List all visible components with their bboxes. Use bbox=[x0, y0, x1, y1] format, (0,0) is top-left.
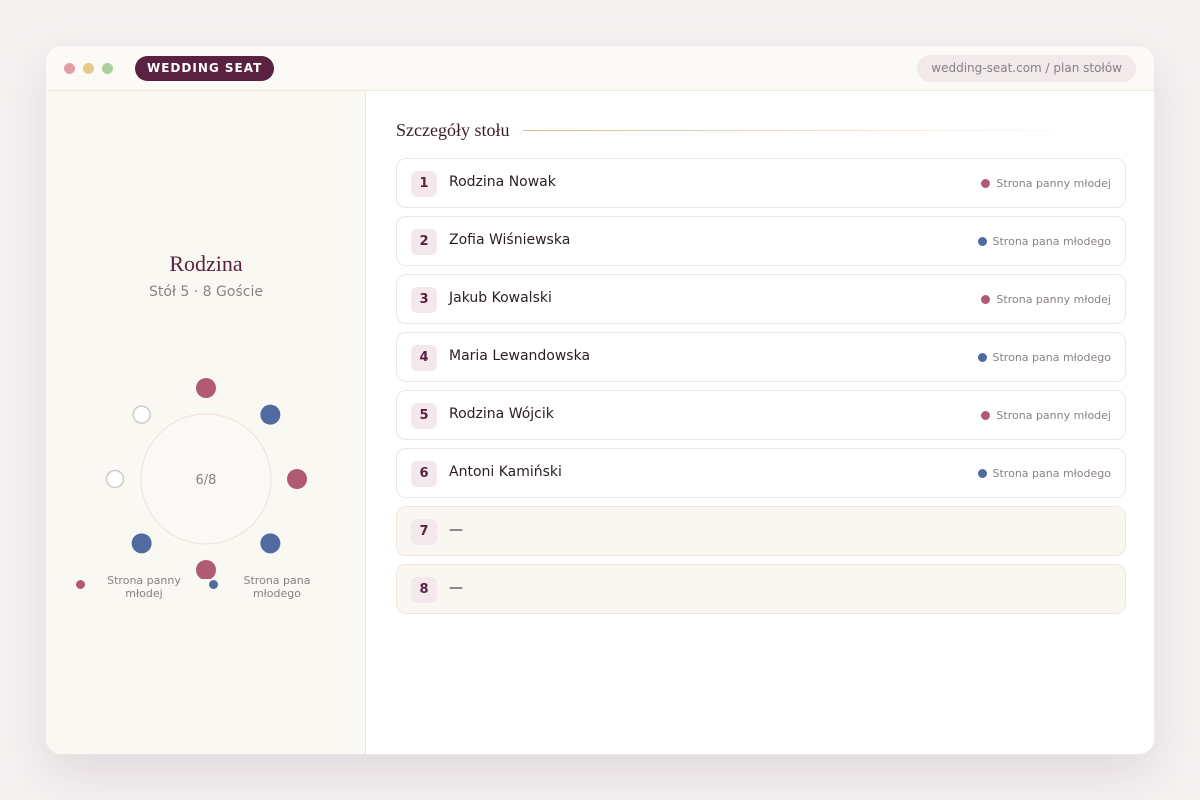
side-label: Strona pana młodego bbox=[992, 351, 1111, 364]
guest-name: Rodzina Wójcik bbox=[449, 406, 554, 422]
heading-rule bbox=[523, 130, 1093, 131]
guest-row[interactable]: 1 Rodzina Nowak Strona panny młodej bbox=[396, 158, 1126, 208]
guest-side: Strona panny młodej bbox=[981, 293, 1111, 306]
guest-row[interactable]: 7— bbox=[396, 506, 1126, 556]
guest-row[interactable]: 8— bbox=[396, 564, 1126, 614]
legend-label: Strona pana młodego bbox=[243, 574, 311, 600]
guest-name: Rodzina Nowak bbox=[449, 174, 556, 190]
seat-number: 6 bbox=[411, 461, 437, 487]
seat bbox=[260, 404, 281, 425]
seat bbox=[196, 378, 216, 398]
table-subtitle: Stół 5 · 8 Goście bbox=[149, 284, 263, 300]
seat-number: 3 bbox=[411, 287, 437, 313]
side-dot bbox=[977, 237, 987, 246]
legend-label: Strona panny młodej bbox=[107, 574, 181, 600]
seat bbox=[260, 533, 281, 554]
details-heading: Szczegóły stołu bbox=[396, 120, 510, 140]
legend-dot bbox=[76, 580, 85, 589]
side-label: Strona panny młodej bbox=[996, 409, 1111, 422]
guest-name: — bbox=[449, 580, 463, 596]
side-label: Strona panny młodej bbox=[996, 293, 1111, 306]
seat-number: 4 bbox=[411, 345, 437, 371]
guest-name: Zofia Wiśniewska bbox=[449, 232, 571, 248]
side-label: Strona panny młodej bbox=[996, 177, 1111, 190]
guest-side: Strona panny młodej bbox=[981, 409, 1111, 422]
guest-row[interactable]: 4 Maria Lewandowska Strona pana młodego bbox=[396, 332, 1126, 382]
table-panel: Rodzina Stół 5 · 8 Goście 6/8 Strona pan… bbox=[46, 91, 366, 754]
side-dot bbox=[981, 295, 991, 304]
table-name: Rodzina bbox=[169, 251, 243, 276]
guest-name: Jakub Kowalski bbox=[449, 290, 552, 306]
side-dot bbox=[977, 469, 987, 478]
brand[interactable]: WEDDING SEAT bbox=[135, 56, 275, 81]
side-label: Strona pana młodego bbox=[992, 467, 1111, 480]
seating-diagram: 6/8 bbox=[105, 378, 307, 579]
guest-name: Antoni Kamiński bbox=[449, 464, 562, 480]
seat-number: 2 bbox=[411, 229, 437, 255]
seat bbox=[131, 533, 152, 554]
guest-side: Strona pana młodego bbox=[977, 235, 1111, 248]
seat-number: 7 bbox=[411, 519, 437, 545]
side-dot bbox=[977, 353, 987, 362]
guest-row[interactable]: 3 Jakub Kowalski Strona panny młodej bbox=[396, 274, 1126, 324]
browser-window: WEDDING SEAT wedding-seat.com / plan sto… bbox=[45, 45, 1155, 755]
window-dot bbox=[102, 63, 113, 74]
table-circle bbox=[140, 413, 272, 545]
side-dot bbox=[981, 411, 991, 420]
seat bbox=[196, 560, 216, 579]
seat bbox=[105, 469, 125, 489]
side-dot bbox=[981, 179, 991, 188]
browser-bar: WEDDING SEAT wedding-seat.com / plan sto… bbox=[46, 46, 1154, 91]
seat bbox=[287, 469, 307, 489]
guest-side: Strona pana młodego bbox=[977, 467, 1111, 480]
seat bbox=[132, 405, 151, 424]
seat-number: 8 bbox=[411, 577, 437, 603]
side-label: Strona pana młodego bbox=[992, 235, 1111, 248]
window-dot bbox=[83, 63, 94, 74]
guest-row[interactable]: 5 Rodzina Wójcik Strona panny młodej bbox=[396, 390, 1126, 440]
legend-dot bbox=[209, 580, 218, 589]
guest-row[interactable]: 2 Zofia Wiśniewska Strona pana młodego bbox=[396, 216, 1126, 266]
url-bar[interactable]: wedding-seat.com / plan stołów bbox=[917, 55, 1136, 82]
occupancy: 6/8 bbox=[196, 473, 217, 488]
guest-side: Strona panny młodej bbox=[981, 177, 1111, 190]
seat-number: 1 bbox=[411, 171, 437, 197]
guest-side: Strona pana młodego bbox=[977, 351, 1111, 364]
guest-name: — bbox=[449, 522, 463, 538]
guest-name: Maria Lewandowska bbox=[449, 348, 591, 364]
window-dot bbox=[64, 63, 75, 74]
seat-number: 5 bbox=[411, 403, 437, 429]
guest-row[interactable]: 6 Antoni Kamiński Strona pana młodego bbox=[396, 448, 1126, 498]
